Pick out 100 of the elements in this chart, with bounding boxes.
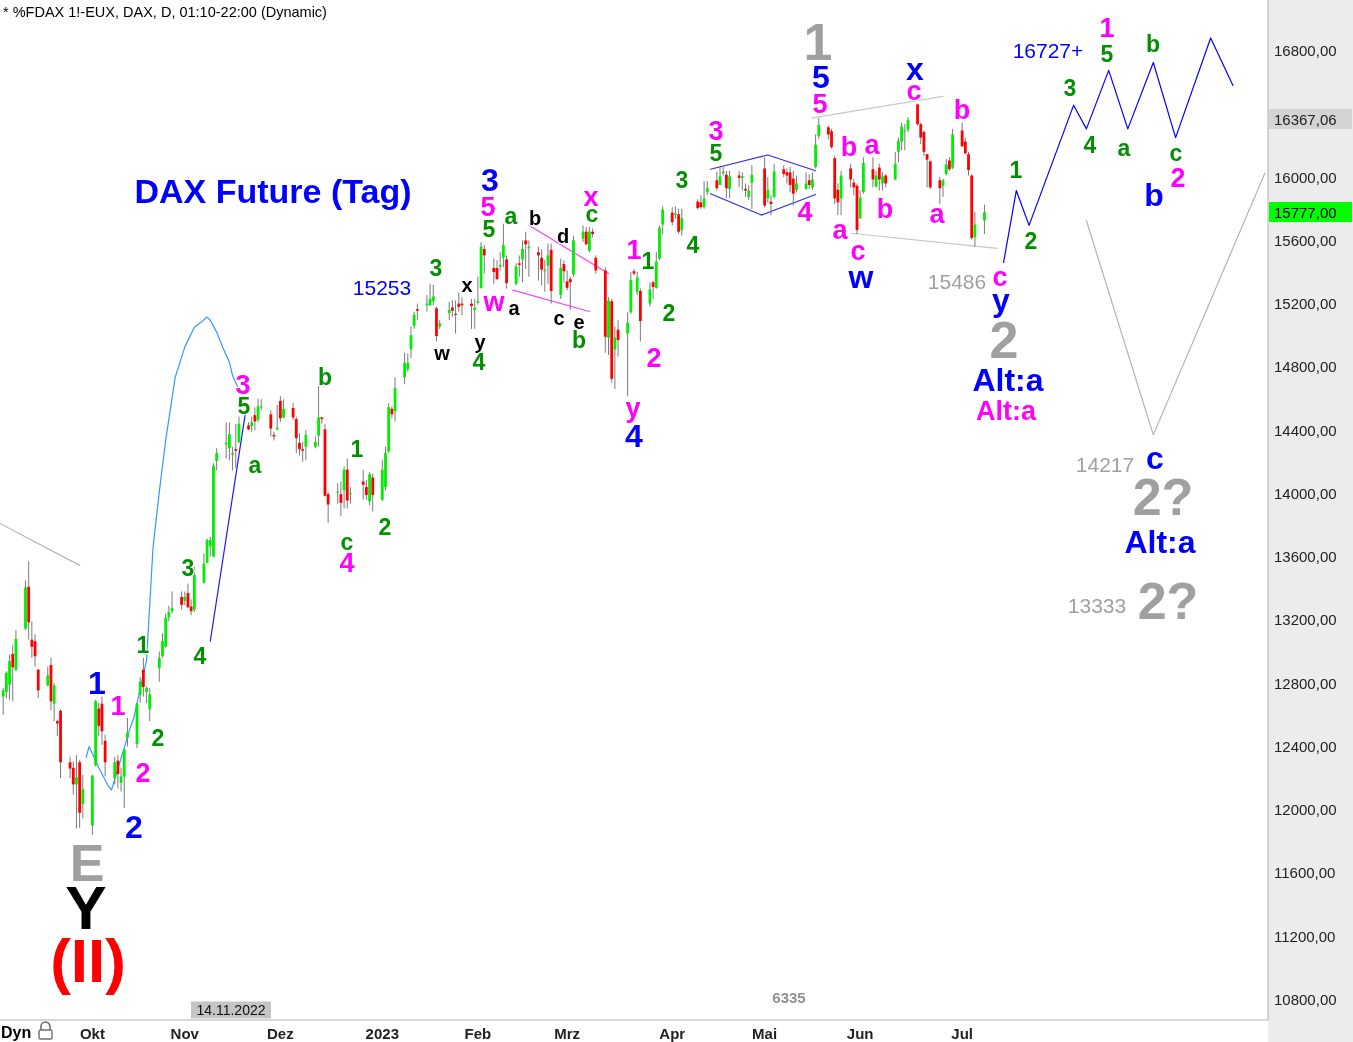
- y-tick-label: 16800,00: [1274, 42, 1337, 60]
- chart-subtitle: * %FDAX 1!-EUX, DAX, D, 01:10-22:00 (Dynamic): [3, 4, 327, 20]
- annotation: c: [553, 307, 565, 329]
- annotation: b: [317, 364, 333, 390]
- annotation: a: [864, 130, 881, 160]
- annotation: 1: [1099, 13, 1115, 43]
- candlestick: [715, 171, 719, 192]
- annotation: a: [832, 215, 849, 245]
- candlestick: [849, 163, 853, 188]
- x-tick-label: Dez: [267, 1024, 294, 1042]
- candlestick: [454, 299, 457, 335]
- annotation: 5: [709, 140, 723, 166]
- annotation: b: [953, 95, 971, 125]
- candlestick: [724, 170, 728, 199]
- annotation: 15486: [927, 269, 987, 293]
- y-tick-label: 11200,00: [1274, 927, 1336, 945]
- annotation: 3: [181, 555, 195, 581]
- y-tick-label: 12800,00: [1274, 674, 1337, 692]
- annotation: a: [508, 297, 521, 319]
- y-tick-label: 15600,00: [1274, 231, 1337, 249]
- candlestick: [180, 590, 183, 611]
- annotation: b: [528, 207, 542, 229]
- annotation: Alt:a: [976, 396, 1037, 426]
- annotation: 1: [88, 665, 106, 701]
- candlestick: [680, 208, 684, 237]
- annotation: 2: [646, 343, 662, 373]
- candlestick: [584, 226, 588, 246]
- annotation: 1: [1009, 157, 1023, 183]
- x-tick-label: Jul: [951, 1024, 973, 1042]
- annotation: Alt:a: [1124, 524, 1196, 560]
- annotation: 1: [626, 235, 642, 265]
- annotation: 2: [378, 514, 392, 540]
- annotation: 4: [1083, 132, 1097, 158]
- y-tick-label: 12400,00: [1274, 737, 1337, 755]
- y-tick-label: 11600,00: [1274, 864, 1336, 882]
- annotation: w: [482, 287, 506, 317]
- annotation: 2: [1024, 228, 1038, 254]
- candlestick: [830, 128, 833, 150]
- text: DAX Future (Tag): [134, 172, 412, 210]
- annotation: d: [556, 225, 570, 247]
- y-tick-label: 14400,00: [1274, 421, 1337, 439]
- annotation: 14217: [1075, 452, 1135, 476]
- y-tick-label: 15200,00: [1274, 295, 1337, 313]
- annotation: a: [929, 199, 946, 229]
- candlestick: [431, 284, 435, 306]
- x-tick-label: Okt: [79, 1024, 105, 1042]
- annotation: a: [504, 203, 518, 229]
- annotation: a: [1117, 135, 1131, 161]
- annotation: 5: [812, 89, 828, 119]
- y-tick-label: 12000,00: [1274, 801, 1337, 819]
- y-tick-label: 14000,00: [1274, 484, 1337, 502]
- y-tick-label: 13200,00: [1274, 611, 1337, 629]
- candlestick: [317, 385, 320, 448]
- annotation: 15253: [352, 275, 412, 299]
- annotation: 4: [686, 232, 700, 258]
- annotation: 3: [675, 167, 689, 193]
- candlestick: [938, 176, 942, 205]
- annotation: 2?: [1137, 572, 1199, 630]
- annotation: 2: [662, 300, 676, 326]
- candlestick: [626, 311, 630, 397]
- annotation: 5: [482, 216, 496, 242]
- candlestick: [349, 486, 352, 505]
- text: 15777,00: [1274, 203, 1337, 221]
- y-tick-label: 14800,00: [1274, 358, 1337, 376]
- y-tick-label: 13600,00: [1274, 548, 1337, 566]
- candlestick: [269, 409, 273, 437]
- annotation: 4: [193, 643, 207, 669]
- annotation: 1: [110, 691, 126, 721]
- candlestick: [113, 756, 117, 785]
- annotation: 16727+: [1012, 38, 1084, 62]
- annotation: 1: [641, 248, 655, 274]
- x-tick-label: Nov: [170, 1024, 200, 1042]
- annotation: b: [876, 194, 894, 224]
- annotation: b: [840, 132, 858, 162]
- x-tick-label: Mrz: [554, 1024, 581, 1042]
- annotation: 5: [1100, 41, 1114, 67]
- candlestick: [75, 754, 78, 830]
- annotation: x: [461, 274, 473, 296]
- x-tick-label: Feb: [464, 1024, 492, 1042]
- y-tick-label: 16000,00: [1274, 168, 1337, 186]
- candlestick: [588, 226, 591, 253]
- annotation: a: [248, 452, 262, 478]
- annotation: Alt:a: [972, 362, 1044, 398]
- annotation: 14.11.2022: [196, 1002, 266, 1018]
- candlestick: [677, 208, 680, 235]
- x-tick-label: 2023: [365, 1024, 399, 1042]
- candlestick: [126, 717, 129, 747]
- x-tick-label: Apr: [659, 1024, 686, 1042]
- text: 16367,06: [1274, 110, 1337, 128]
- candlestick: [492, 258, 496, 285]
- candlestick: [406, 352, 410, 373]
- annotation: 3: [429, 255, 443, 281]
- annotation: b: [1145, 31, 1161, 57]
- candlestick: [740, 171, 744, 192]
- y-tick-label: 10800,00: [1274, 990, 1337, 1008]
- annotation: 1: [350, 436, 364, 462]
- candlestick: [983, 204, 986, 235]
- candlestick: [403, 352, 407, 385]
- x-tick-label: Mai: [752, 1024, 778, 1042]
- candlestick: [11, 644, 15, 702]
